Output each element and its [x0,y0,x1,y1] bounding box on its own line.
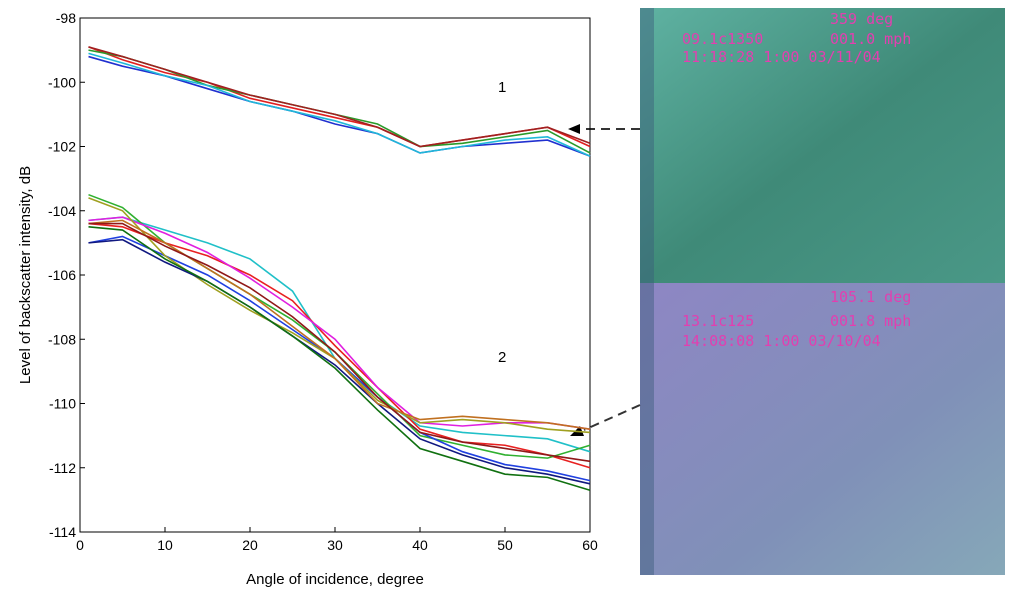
y-tick-label: -112 [49,460,76,476]
series-line [88,52,591,157]
x-tick-label: 0 [76,537,84,553]
osd-text: 105.1 deg [830,288,911,306]
series-line [88,49,591,154]
y-tick-label: -102 [48,139,76,155]
series-line [88,226,591,492]
series-line [88,216,591,430]
annotation: 2 [498,349,506,366]
x-tick-label: 60 [582,537,598,553]
y-tick-label: -114 [49,524,76,540]
series-line [88,235,591,482]
y-axis-label: Level of backscatter intensity, dB [17,166,34,384]
osd-text: 09.1c1350 [682,30,763,48]
annotation: 1 [498,79,506,96]
osd-text: 359 deg [830,10,893,28]
y-tick-label: -104 [48,203,76,219]
osd-text: 001.0 mph [830,30,911,48]
series-line [88,222,591,469]
series-line [88,238,591,485]
arrow-head [568,124,580,134]
x-tick-label: 20 [242,537,258,553]
y-tick-label: -100 [48,74,76,90]
pointer-arrow [583,404,641,431]
series-line [88,222,591,463]
x-tick-label: 40 [412,537,428,553]
osd-text: 11:18:28 1:00 03/11/04 [682,48,881,66]
x-axis-label: Angle of incidence, degree [246,571,424,588]
y-tick-label: -108 [48,331,76,347]
y-tick-label: -106 [48,267,76,283]
seabed-photo-top [640,8,1005,284]
series-line [88,216,591,453]
photo-edge [640,8,654,575]
x-tick-label: 50 [497,537,513,553]
x-tick-label: 30 [327,537,343,553]
seabed-photo-bottom [640,283,1005,575]
osd-text: 14:08:08 1:00 03/10/04 [682,332,881,350]
y-tick-label: -98 [56,10,76,26]
x-tick-label: 10 [157,537,173,553]
osd-text: 001.8 mph [830,312,911,330]
y-tick-label: -110 [49,396,76,412]
osd-text: 13.1c125 [682,312,754,330]
series-line [88,46,591,148]
series-line [88,193,591,459]
series-line [88,219,591,430]
